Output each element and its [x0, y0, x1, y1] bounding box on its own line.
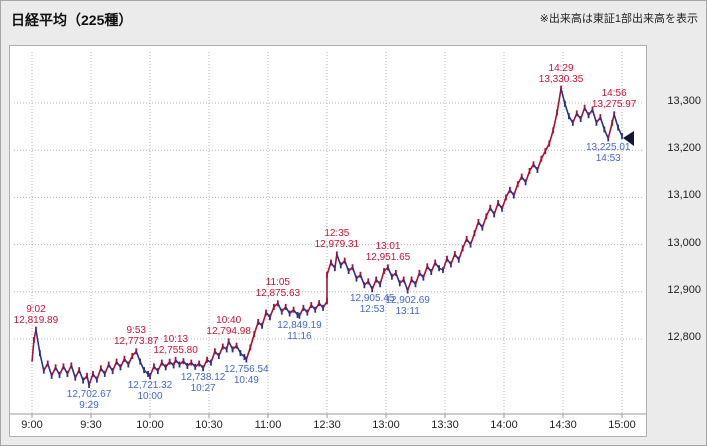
x-axis-label: 12:30	[313, 419, 341, 431]
x-axis-label: 14:00	[490, 419, 518, 431]
x-axis-label: 13:00	[372, 419, 400, 431]
price-chart: 9:00 9:30 10:00 10:30 11:00 12:30 13:00 13:30 14…	[10, 52, 646, 431]
x-axis-label: 9:00	[21, 419, 42, 431]
y-axis-label: 13,000	[667, 236, 701, 249]
x-axis-label: 10:30	[195, 419, 223, 431]
y-axis-label: 13,200	[667, 142, 701, 155]
chart-header: 日経平均（225種） ※出来高は東証1部出来高を表示	[1, 1, 706, 43]
y-axis-label: 13,300	[667, 95, 701, 107]
x-axis-label: 9:30	[80, 419, 101, 431]
y-axis-label: 13,100	[667, 189, 701, 202]
current-price-marker	[623, 131, 634, 147]
x-axis-label: 14:30	[549, 419, 577, 431]
chart-panel: 9:00 9:30 10:00 10:30 11:00 12:30 13:00 13:30 14…	[9, 45, 647, 437]
x-axis-label: 13:30	[431, 419, 459, 431]
y-axis-label: 12,800	[667, 331, 701, 343]
x-axis-label: 10:00	[136, 419, 164, 431]
grid	[10, 52, 646, 418]
x-axis-label: 11:00	[255, 419, 282, 431]
y-axis-label: 12,900	[667, 283, 701, 296]
x-axis-label: 15:00	[608, 419, 636, 431]
page-title: 日経平均（225種）	[11, 12, 133, 28]
price-series	[31, 85, 623, 388]
x-axis-labels: 9:00 9:30 10:00 10:30 11:00 12:30 13:00 13:30 14…	[21, 419, 635, 431]
volume-note: ※出来高は東証1部出来高を表示	[539, 13, 698, 25]
